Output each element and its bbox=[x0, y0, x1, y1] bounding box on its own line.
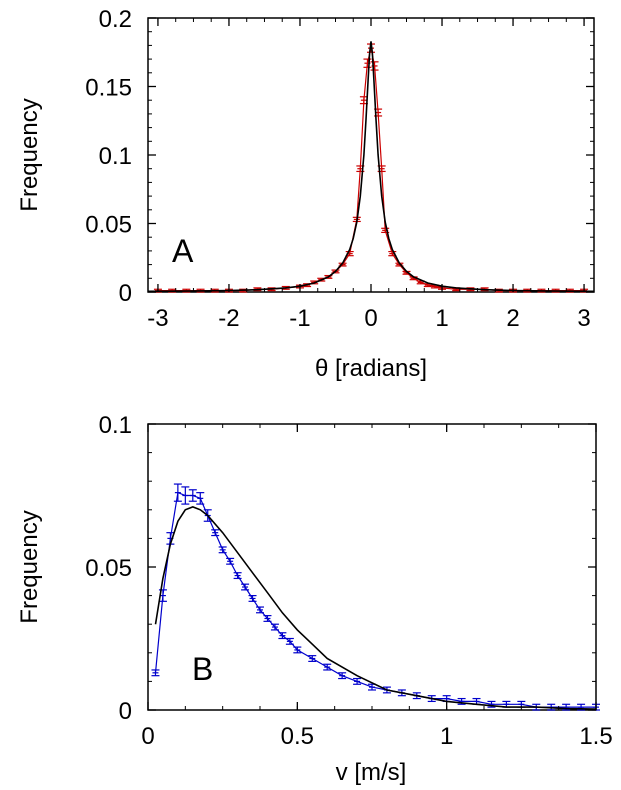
panel-b-data-line bbox=[154, 491, 596, 708]
panel-b-x-tick-label: 0.5 bbox=[281, 723, 314, 750]
panel-b-data-point bbox=[188, 489, 197, 502]
panel-a-ticks: -3 -2 -1 0 1 2 3 0 0.05 0.1 0.15 0.2 bbox=[85, 6, 594, 332]
panel-a-y-tick-label: 0.1 bbox=[99, 143, 132, 170]
panel-a-x-tick-label: -3 bbox=[147, 305, 168, 332]
panel-b-x-tick-label: 0 bbox=[141, 723, 154, 750]
panel-b-data-point bbox=[353, 677, 362, 685]
panel-a-x-tick-label: -2 bbox=[218, 305, 239, 332]
panel-b-y-tick-label: 0 bbox=[119, 698, 132, 725]
panel-a-y-tick-label: 0.2 bbox=[99, 6, 132, 33]
panel-b-data-point bbox=[263, 615, 272, 622]
panel-a: -3 -2 -1 0 1 2 300.050.10.150.2 A θ [radians] … bbox=[16, 6, 595, 382]
panel-b-data-point bbox=[270, 623, 279, 631]
panel-a-y-tick-label: 0.05 bbox=[85, 212, 132, 239]
panel-a-data-line bbox=[157, 47, 585, 292]
panel-a-y-axis-label: Frequency bbox=[16, 98, 43, 211]
panel-b-y-axis-label: Frequency bbox=[16, 510, 43, 623]
panel-b-data-point bbox=[323, 663, 332, 671]
panel-b-data-point bbox=[256, 606, 264, 614]
panel-b-data-point bbox=[368, 683, 376, 691]
panel-b-data-point bbox=[285, 637, 294, 645]
panel-b-y-tick-label: 0.1 bbox=[99, 412, 132, 439]
panel-b-x-axis-label: v [m/s] bbox=[336, 759, 407, 786]
panel-a-x-tick-label: 3 bbox=[577, 305, 590, 332]
panel-a-y-tick-label: 0.15 bbox=[85, 75, 132, 102]
panel-b-fit-curve bbox=[154, 506, 597, 710]
panel-b-data-point bbox=[218, 546, 227, 554]
panel-b-letter: B bbox=[192, 651, 213, 687]
panel-a-x-tick-label: -1 bbox=[289, 305, 310, 332]
panel-b-data-point bbox=[248, 594, 257, 602]
panel-a-x-axis-label: θ [radians] bbox=[315, 355, 427, 382]
panel-a-x-tick-label: 0 bbox=[364, 305, 377, 332]
panel-b-data-point bbox=[173, 483, 182, 502]
panel-b-data-point bbox=[308, 655, 317, 662]
panel-b-data-point bbox=[293, 646, 302, 654]
panel-b-data-point bbox=[196, 492, 205, 505]
panel-b-ticks: 0 0.5 1 1.5 0 0.05 0.1 bbox=[85, 412, 612, 750]
panel-b-frame bbox=[147, 423, 597, 711]
panel-b-data-point bbox=[338, 672, 347, 680]
panel-a-series bbox=[147, 41, 595, 293]
panel-a-fit-curve bbox=[147, 41, 595, 293]
panel-b-series bbox=[151, 483, 600, 711]
panel-a-letter: A bbox=[172, 233, 194, 269]
panel-b-y-tick-label: 0.05 bbox=[85, 555, 132, 582]
panel-b: 0 0.5 1 1.5 0 0.05 0.1 B v [m/s] Frequency bbox=[16, 412, 613, 786]
panel-b-data-point bbox=[181, 486, 190, 505]
panel-b-data-point bbox=[151, 669, 160, 677]
panel-a-data-point bbox=[363, 58, 372, 68]
panel-b-data-point bbox=[211, 529, 220, 537]
panel-b-data-point bbox=[226, 557, 235, 565]
panel-b-x-tick-label: 1 bbox=[440, 723, 453, 750]
panel-b-data-point bbox=[487, 700, 496, 708]
panel-a-x-tick-label: 1 bbox=[435, 305, 448, 332]
panel-a-data-point bbox=[370, 61, 379, 71]
panel-a-x-tick-label: 2 bbox=[506, 305, 519, 332]
panel-a-y-tick-label: 0 bbox=[119, 280, 132, 307]
panel-b-data-point bbox=[241, 583, 250, 591]
panel-b-x-tick-label: 1.5 bbox=[579, 723, 612, 750]
panel-b-data-point bbox=[233, 572, 242, 580]
panel-b-data-point bbox=[278, 632, 287, 640]
